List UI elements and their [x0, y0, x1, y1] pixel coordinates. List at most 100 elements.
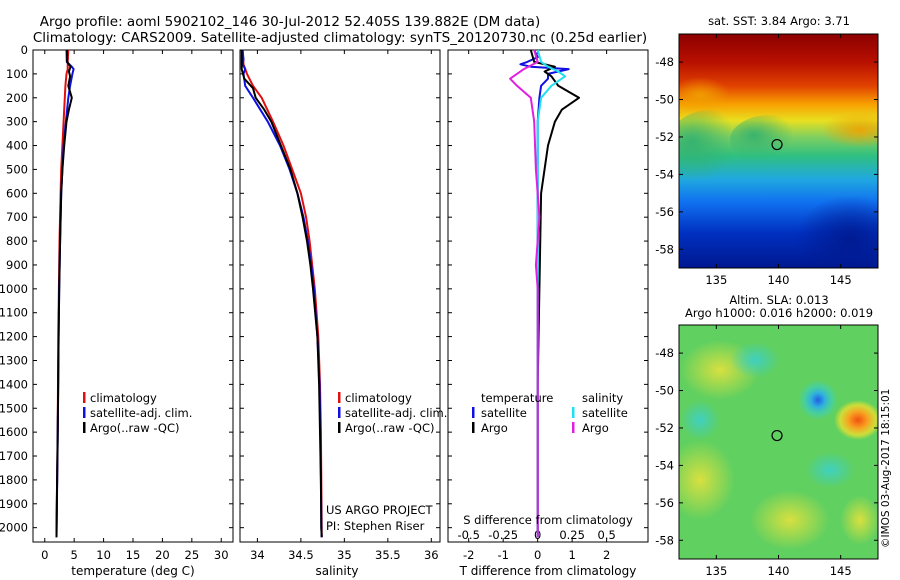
figure-title-line1: Argo profile: aoml 5902102_146 30-Jul-20…: [40, 14, 540, 30]
map-y-tick-label: -50: [655, 384, 674, 398]
sst-map-image: [679, 34, 878, 268]
legend-temperature-title: temperature: [481, 391, 553, 405]
legend-satellite-swatch: [338, 407, 341, 418]
legend-t-satellite-label: satellite: [481, 406, 527, 420]
x-tick-label: 2: [603, 548, 610, 562]
depth-tick-label: 1900: [0, 497, 28, 511]
x-tick-label: 0: [534, 548, 541, 562]
salinity-plot-frame: [239, 49, 441, 543]
salinity-xlabel: salinity: [315, 564, 358, 578]
legend-t-argo-swatch: [472, 422, 475, 433]
sla-map-title-line1: Altim. SLA: 0.013: [729, 293, 828, 307]
legend-s-satellite-label: satellite: [582, 406, 628, 420]
difference-legend: temperature salinity satellite Argo sate…: [472, 391, 628, 435]
legend-climatology-label: climatology: [345, 391, 412, 405]
x-tick-label-secondary: 0.5: [597, 528, 615, 542]
x-tick-label: 35: [337, 548, 352, 562]
legend-argo-label: Argo(..raw -QC): [345, 421, 435, 435]
x-tick-label: -2: [463, 548, 474, 562]
legend-t-argo-label: Argo: [481, 421, 508, 435]
depth-tick-label: 300: [6, 115, 28, 129]
temperature-legend: climatology satellite-adj. clim. Argo(..…: [83, 391, 192, 435]
series-line-s-satellite: [536, 49, 567, 538]
sla-map-image: [679, 325, 878, 559]
depth-tick-label: 800: [6, 234, 28, 248]
x-tick-label-secondary: 0.25: [559, 528, 585, 542]
credit-text: ©IMOS 03-Aug-2017 18:15:01: [880, 389, 892, 548]
legend-satellite-label: satellite-adj. clim.: [90, 406, 192, 420]
map-y-tick-label: -56: [655, 205, 674, 219]
depth-tick-label: 0: [21, 43, 28, 57]
series-line-climatology: [241, 49, 323, 538]
project-annotation-line2: PI: Stephen Riser: [326, 519, 425, 533]
series-line-s-argo: [509, 49, 541, 538]
legend-climatology-label: climatology: [90, 391, 157, 405]
map-y-tick-label: -56: [655, 496, 674, 510]
map-y-tick-label: -50: [655, 93, 674, 107]
x-tick-label: 15: [126, 548, 141, 562]
map-x-tick-label: 145: [830, 564, 852, 578]
map-x-tick-label: 145: [830, 273, 852, 287]
legend-t-satellite-swatch: [472, 407, 475, 418]
depth-tick-label: 500: [6, 162, 28, 176]
legend-climatology-swatch: [83, 392, 86, 403]
depth-tick-label: 1200: [0, 330, 28, 344]
x-tick-label: 36: [424, 548, 439, 562]
x-tick-label: 1: [568, 548, 575, 562]
series-line-t-satellite: [519, 49, 570, 538]
figure-title-line2: Climatology: CARS2009. Satellite-adjuste…: [33, 30, 647, 46]
legend-salinity-title: salinity: [582, 391, 623, 405]
x-tick-label: 34.5: [288, 548, 314, 562]
map-x-tick-label: 135: [705, 273, 727, 287]
salinity-plot: 34 34.5 35 35.5 36: [240, 49, 439, 562]
map-y-tick-label: -52: [655, 421, 674, 435]
depth-tick-label: 1100: [0, 306, 28, 320]
legend-argo-swatch: [83, 422, 86, 433]
legend-s-satellite-swatch: [572, 407, 575, 418]
depth-tick-label: 200: [6, 91, 28, 105]
depth-tick-label: 600: [6, 186, 28, 200]
legend-s-argo-swatch: [572, 422, 575, 433]
x-tick-label: 34: [250, 548, 265, 562]
temperature-plot: 0 5 10 15 20 25 30: [41, 49, 229, 562]
depth-tick-label: 2000: [0, 521, 28, 535]
depth-tick-label: 1400: [0, 377, 28, 391]
depth-tick-label: 1700: [0, 449, 28, 463]
map-y-tick-label: -48: [655, 55, 674, 69]
depth-tick-label: 400: [6, 139, 28, 153]
x-tick-label: 10: [96, 548, 111, 562]
series-line-argo: [240, 50, 323, 538]
depth-tick-label: 1600: [0, 425, 28, 439]
x-tick-label: 30: [214, 548, 229, 562]
legend-argo-swatch: [338, 422, 341, 433]
sst-map-axes: 135 140 145 -48 -50 -52 -54 -56 -58: [655, 34, 878, 287]
float-position-marker: [771, 138, 783, 151]
legend-s-argo-label: Argo: [582, 421, 609, 435]
map-y-tick-label: -48: [655, 346, 674, 360]
series-line-satellite-adj-clim-: [241, 49, 323, 538]
depth-axis: 0 100 200 300 400 500 600 700 800 900 1000 1100 1200…: [0, 43, 648, 535]
temperature-xlabel: temperature (deg C): [71, 564, 194, 578]
difference-plot-frame: [447, 49, 649, 543]
depth-tick-label: 100: [6, 67, 28, 81]
map-x-tick-label: 135: [705, 564, 727, 578]
legend-satellite-label: satellite-adj. clim.: [345, 406, 447, 420]
map-x-tick-label: 140: [768, 273, 790, 287]
map-y-tick-label: -58: [655, 533, 674, 547]
map-y-tick-label: -54: [655, 167, 674, 181]
depth-tick-label: 1500: [0, 401, 28, 415]
x-tick-label: 5: [71, 548, 78, 562]
x-tick-label: 25: [185, 548, 200, 562]
x-tick-label: 0: [41, 548, 48, 562]
legend-climatology-swatch: [338, 392, 341, 403]
depth-tick-label: 1300: [0, 353, 28, 367]
depth-tick-label: 1000: [0, 282, 28, 296]
x-tick-label-secondary: -0.5: [457, 528, 479, 542]
series-line-argo: [55, 50, 73, 538]
x-tick-label: 20: [155, 548, 170, 562]
map-x-tick-label: 140: [768, 564, 790, 578]
difference-xlabel: T difference from climatology: [459, 564, 637, 578]
difference-xlabel-top: S difference from climatology: [463, 513, 633, 527]
